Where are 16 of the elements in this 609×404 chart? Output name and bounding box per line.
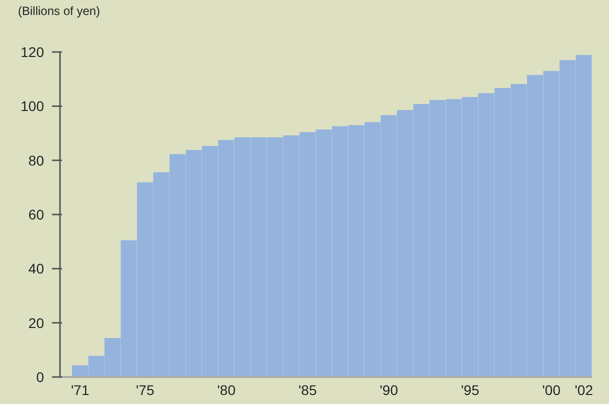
x-tick-label: '75 <box>136 382 154 398</box>
x-tick-label: '71 <box>71 382 90 398</box>
y-tick-label: 80 <box>28 152 44 168</box>
x-tick-label: '02 <box>574 382 594 398</box>
x-tick-label: '85 <box>298 382 317 398</box>
y-tick-label: 120 <box>20 44 44 60</box>
y-tick-label: 100 <box>20 98 44 114</box>
y-tick-label: 40 <box>28 260 44 277</box>
x-tick-label: '90 <box>380 382 398 398</box>
x-tick-label: '00 <box>542 382 561 398</box>
y-tick-label: 0 <box>36 369 44 385</box>
y-axis-title: (Billions of yen) <box>18 4 100 18</box>
x-tick-label: '80 <box>217 382 236 398</box>
y-tick-label: 60 <box>28 206 44 222</box>
y-tick-label: 20 <box>28 314 44 331</box>
x-tick-label: '95 <box>461 382 480 398</box>
